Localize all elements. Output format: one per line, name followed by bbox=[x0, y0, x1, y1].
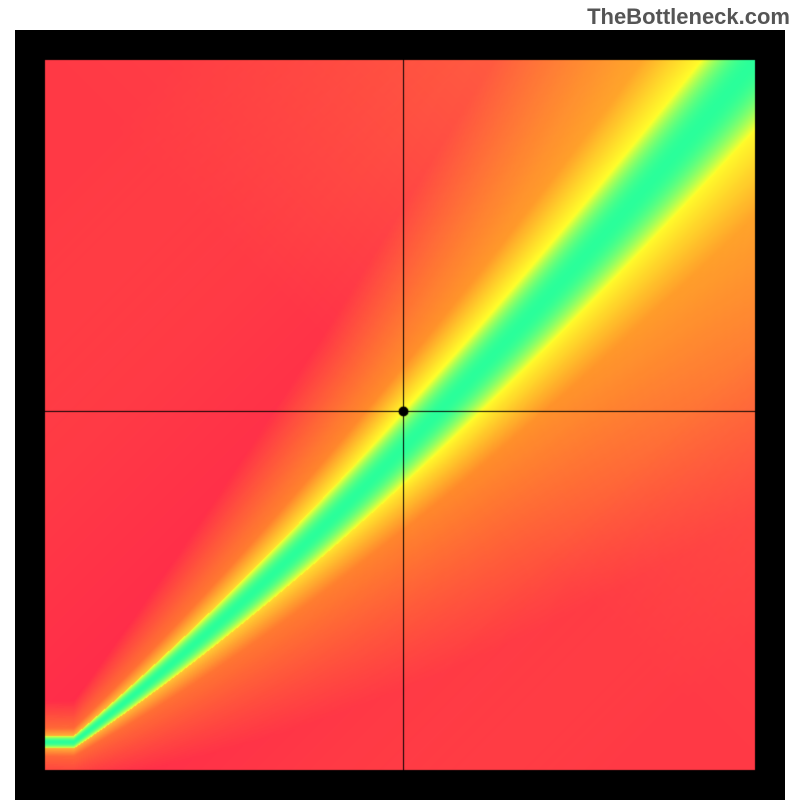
bottleneck-heatmap bbox=[15, 30, 785, 800]
watermark-text: TheBottleneck.com bbox=[587, 4, 790, 30]
